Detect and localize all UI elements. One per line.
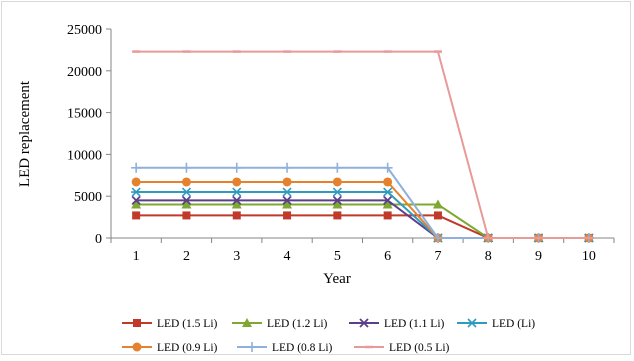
legend-label: LED (0.5 Li) xyxy=(389,342,450,354)
marker-circle xyxy=(131,177,141,187)
marker-x xyxy=(232,195,242,206)
marker-circle xyxy=(332,177,342,187)
x-tick-label: 2 xyxy=(183,249,190,264)
marker-plus xyxy=(282,162,293,173)
y-tick-label: 20000 xyxy=(67,65,102,80)
series-6 xyxy=(132,50,593,240)
marker-x xyxy=(282,195,292,206)
x-tick-label: 3 xyxy=(233,249,240,264)
series-line xyxy=(136,199,589,239)
marker-plus xyxy=(181,162,192,173)
y-tick-label: 25000 xyxy=(67,23,102,38)
marker-star xyxy=(131,187,142,197)
x-tick-label: 7 xyxy=(434,249,441,264)
legend-item-5: LED (0.8 Li) xyxy=(237,342,333,354)
marker-x xyxy=(332,195,342,206)
legend-item-3: LED (Li) xyxy=(457,318,535,330)
x-axis-label: Year xyxy=(323,271,351,287)
legend-item-6: LED (0.5 Li) xyxy=(354,342,450,354)
marker-triangle xyxy=(282,199,293,209)
marker-circle xyxy=(232,177,242,187)
marker-x xyxy=(359,318,369,328)
line-chart: 0 5000 10000 15000 20000 25000 1 2 3 4 5 6 7 8 9 10 LED… xyxy=(17,23,615,354)
marker-triangle xyxy=(382,199,393,209)
marker-triangle xyxy=(231,199,242,209)
series-line xyxy=(136,203,589,239)
marker-square xyxy=(132,211,141,220)
x-tick-label: 4 xyxy=(284,249,291,264)
legend-item-0: LED (1.5 Li) xyxy=(122,318,218,330)
marker-x xyxy=(383,195,393,206)
legend-item-1: LED (1.2 Li) xyxy=(232,318,328,330)
marker-plus xyxy=(247,342,257,352)
marker-circle xyxy=(383,177,393,187)
chart-frame: 0 5000 10000 15000 20000 25000 1 2 3 4 5 6 7 8 9 10 LED… xyxy=(1,1,631,355)
series-line xyxy=(136,166,589,239)
series-line xyxy=(136,50,589,239)
legend-label: LED (1.5 Li) xyxy=(157,318,218,330)
marker-star xyxy=(282,187,293,197)
marker-square xyxy=(182,211,191,220)
marker-square xyxy=(133,319,141,327)
x-tick-label: 1 xyxy=(133,249,140,264)
legend-label: LED (1.1 Li) xyxy=(384,318,445,330)
series-4 xyxy=(131,177,594,243)
marker-square xyxy=(232,211,241,220)
marker-triangle xyxy=(432,199,443,209)
marker-circle xyxy=(282,177,292,187)
marker-triangle xyxy=(181,199,192,209)
marker-star xyxy=(231,187,242,197)
y-tick-label: 0 xyxy=(95,232,102,247)
legend-label: LED (1.2 Li) xyxy=(267,318,328,330)
series-5 xyxy=(131,162,594,243)
axes: 0 5000 10000 15000 20000 25000 1 2 3 4 5 6 7 8 9 10 xyxy=(67,23,615,264)
x-tick-label: 5 xyxy=(334,249,341,264)
legend-item-2: LED (1.1 Li) xyxy=(349,318,445,330)
marker-triangle xyxy=(131,199,142,209)
marker-plus xyxy=(432,233,443,243)
marker-triangle xyxy=(332,199,343,209)
marker-plus xyxy=(332,162,343,173)
series-line xyxy=(136,214,589,239)
series-line xyxy=(136,180,589,239)
legend: LED (1.5 Li) LED (1.2 Li) LED (1.1 Li) LED … xyxy=(122,318,535,354)
x-tick-label: 6 xyxy=(384,249,391,264)
marker-star xyxy=(382,187,393,197)
marker-x xyxy=(181,195,192,206)
marker-star xyxy=(332,187,343,197)
marker-star xyxy=(467,318,477,328)
y-tick-label: 5000 xyxy=(74,190,102,205)
marker-circle xyxy=(132,342,142,352)
legend-label: LED (0.8 Li) xyxy=(272,342,333,354)
legend-item-4: LED (0.9 Li) xyxy=(122,342,218,354)
series-1 xyxy=(131,199,594,242)
x-tick-label: 8 xyxy=(485,249,492,264)
marker-square xyxy=(433,211,442,220)
marker-circle xyxy=(181,177,191,187)
marker-plus xyxy=(382,162,393,173)
marker-square xyxy=(333,211,342,220)
legend-label: LED (Li) xyxy=(492,318,535,330)
series-group xyxy=(131,50,594,243)
x-tick-label: 9 xyxy=(535,249,542,264)
marker-plus xyxy=(131,162,142,173)
x-tick-label: 10 xyxy=(582,249,596,264)
y-axis-label: LED replacement xyxy=(17,80,33,187)
marker-plus xyxy=(231,162,242,173)
y-tick-label: 10000 xyxy=(67,148,102,163)
y-tick-label: 15000 xyxy=(67,107,102,122)
series-2 xyxy=(131,195,594,243)
marker-square xyxy=(383,211,392,220)
marker-x xyxy=(131,195,141,206)
marker-square xyxy=(283,211,292,220)
marker-star xyxy=(181,187,192,197)
marker-triangle xyxy=(242,318,252,327)
legend-label: LED (0.9 Li) xyxy=(157,342,218,354)
